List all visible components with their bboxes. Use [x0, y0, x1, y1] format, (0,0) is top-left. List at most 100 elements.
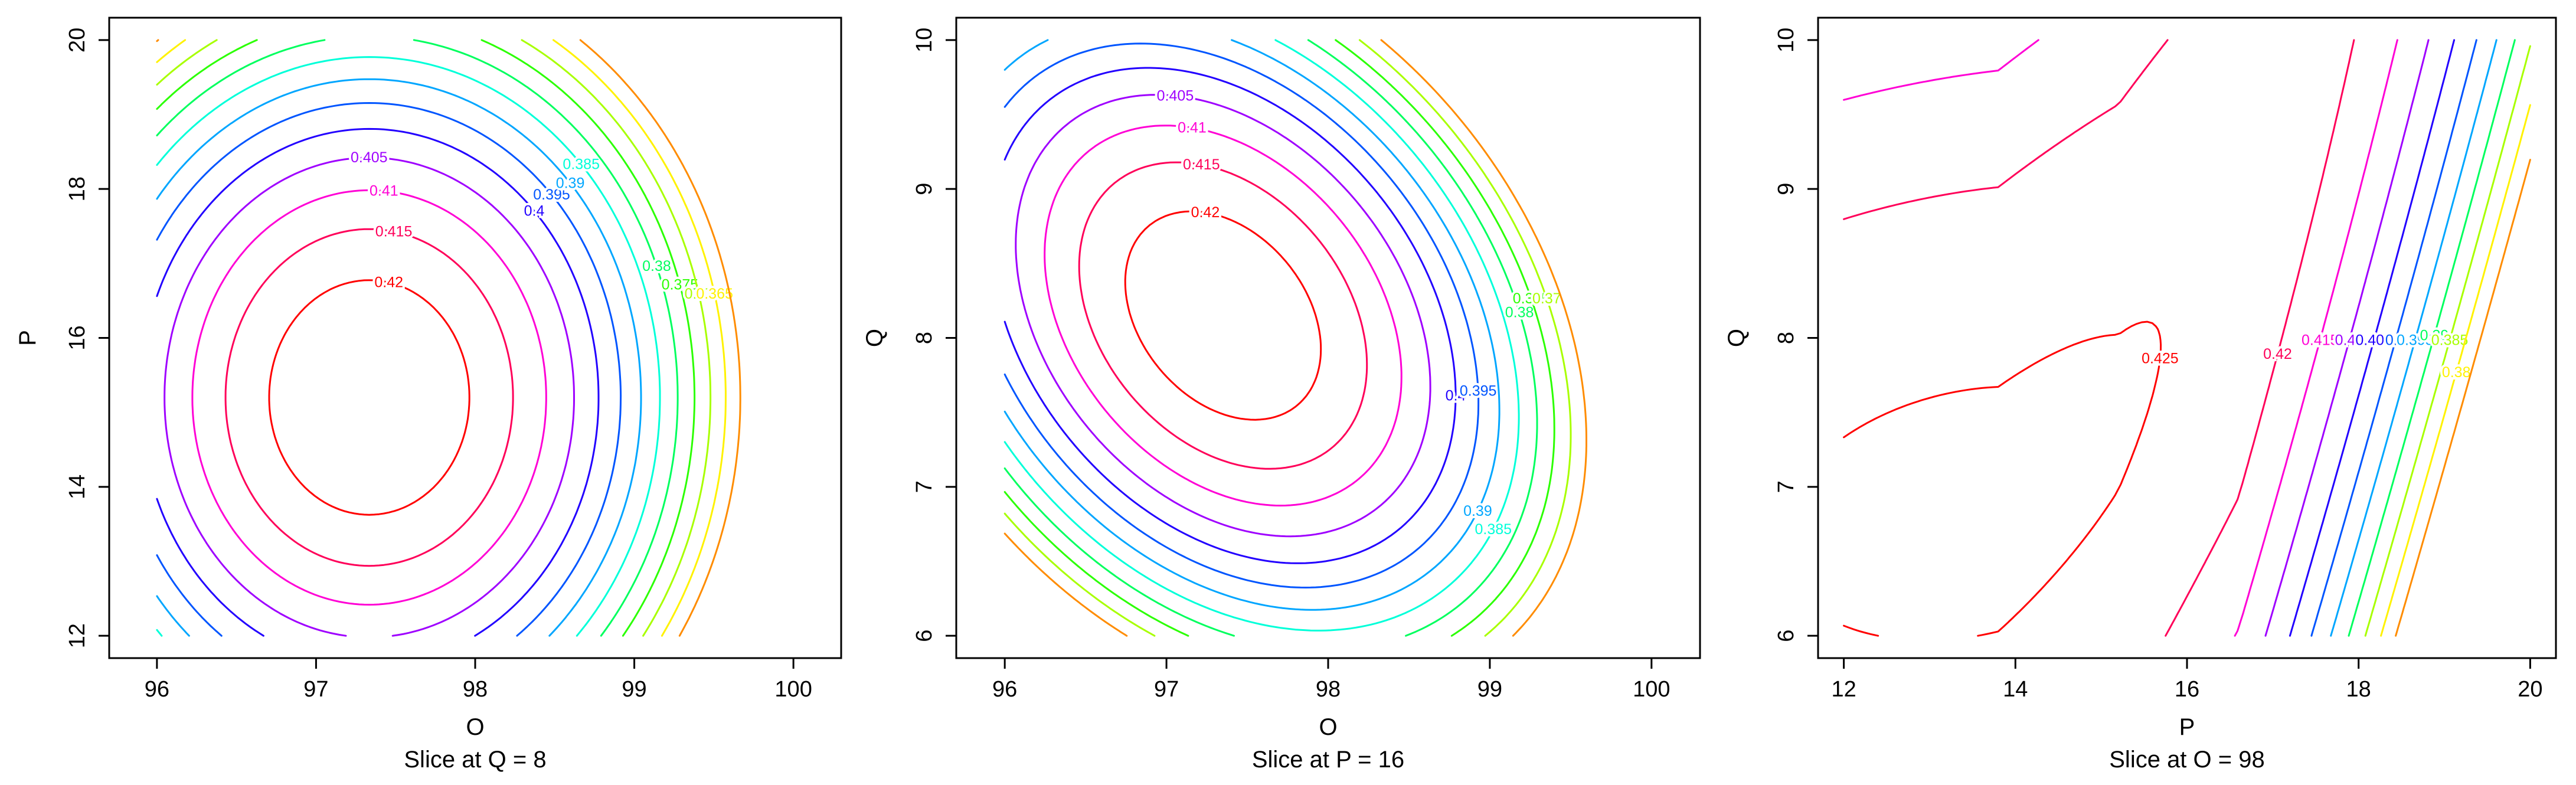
contour-line-0.385: [156, 629, 163, 637]
panel-caption: Slice at O = 98: [2109, 747, 2264, 773]
contour-label: 0.42: [2263, 346, 2292, 362]
x-axis: 96 97 98 99 100: [145, 657, 812, 702]
contour-label: 0.4: [524, 202, 545, 219]
contour-line-0.4: [1003, 67, 1457, 564]
contour-line-0.375: [1335, 39, 1555, 637]
contour-line-0.395: [156, 102, 622, 637]
x-tick-label: 14: [2003, 677, 2028, 702]
contour-line-0.375: [2395, 159, 2531, 637]
x-tick-label: 96: [145, 677, 169, 702]
contour-label: 0.385: [563, 156, 600, 173]
plot-frame: [955, 17, 1701, 659]
contour-label: 0.38: [2442, 364, 2471, 381]
y-axis-title: Q: [862, 329, 888, 347]
contour-label: 0.415: [1183, 156, 1220, 173]
contour-lines: 0.42 0.415 0.41 0.405 0.40.395 0.39 0.385 0.380…: [1003, 39, 1587, 637]
y-tick-label: 8: [912, 332, 937, 344]
contour-label: 0.415: [375, 223, 413, 240]
x-tick-label: 98: [1316, 677, 1341, 702]
x-axis-title: O: [1319, 714, 1337, 740]
contour-panel-3: 0.425 0.42 0.4150.410.4050.40.3950.390.385…: [1724, 17, 2557, 773]
contour-line-0.375: [1003, 491, 1189, 637]
contour-line-0.39: [156, 78, 642, 637]
x-tick-label: 98: [463, 677, 488, 702]
contour-line-0.37: [1003, 512, 1156, 637]
contour-label: 0.42: [374, 274, 403, 291]
contour-line-0.425: [1843, 624, 1879, 637]
x-tick-label: 100: [774, 677, 812, 702]
y-axis-title: P: [15, 330, 41, 346]
contour-line-0.365: [1003, 532, 1128, 637]
y-tick-label: 6: [1774, 630, 1799, 642]
contour-line-0.4: [156, 498, 264, 637]
y-axis: 6 7 8 9 10: [1774, 28, 1818, 642]
contour-label: 0.41: [2335, 332, 2364, 348]
contour-lines: 0.425 0.42 0.4150.410.4050.40.3950.390.385…: [1843, 39, 2531, 637]
contour-label: 0.37: [1532, 290, 1561, 307]
x-tick-label: 20: [2518, 677, 2542, 702]
contour-label: 0.38: [642, 258, 671, 274]
contour-label: 0.395: [533, 187, 570, 203]
contour-line-0.37: [521, 39, 712, 637]
contour-label: 0.37: [685, 286, 714, 302]
x-tick-label: 100: [1633, 677, 1670, 702]
y-tick-label: 9: [1774, 183, 1799, 195]
contour-line-0.42: [268, 279, 470, 516]
contour-line-0.38: [1003, 467, 1235, 637]
contour-label: 0.395: [1460, 382, 1497, 399]
contour-line-0.4: [156, 127, 600, 637]
contour-label: 0.385: [2431, 332, 2469, 348]
contour-label: 0.41: [1178, 120, 1207, 136]
contour-line-0.36: [156, 39, 159, 42]
y-tick-label: 18: [65, 176, 90, 201]
contour-label: 0.365: [696, 286, 733, 302]
contour-label: 0.405: [351, 149, 388, 166]
contour-label: 0.4: [1446, 387, 1466, 404]
y-tick-label: 7: [912, 480, 937, 493]
y-tick-label: 10: [912, 28, 937, 53]
x-tick-label: 99: [622, 677, 646, 702]
contour-line-0.405: [164, 156, 575, 637]
y-axis-title: Q: [1724, 329, 1750, 347]
y-tick-label: 14: [65, 475, 90, 499]
x-axis: 12 14 16 18 20: [1831, 657, 2543, 702]
contour-line-0.425: [1843, 320, 2162, 637]
contour-line-0.39: [1003, 39, 1049, 71]
contour-label: 0.39: [2420, 328, 2449, 344]
panel-caption: Slice at P = 16: [1252, 747, 1404, 773]
x-axis-title: O: [466, 714, 484, 740]
contour-label: 0.395: [2397, 332, 2434, 348]
contour-label: 0.4: [2385, 332, 2406, 348]
contour-line-0.39: [1003, 39, 1501, 611]
contour-line-0.385: [156, 56, 661, 637]
contour-line-0.41: [191, 189, 547, 606]
contour-line-0.415: [2234, 39, 2398, 637]
x-tick-label: 99: [1477, 677, 1502, 702]
contour-line-0.415: [1078, 161, 1368, 470]
x-tick-label: 96: [992, 677, 1017, 702]
y-axis: 6 7 8 9 10: [912, 28, 956, 642]
x-tick-label: 97: [303, 677, 328, 702]
contour-line-0.365: [553, 39, 727, 637]
x-tick-label: 18: [2346, 677, 2371, 702]
y-tick-label: 7: [1774, 480, 1799, 493]
y-tick-label: 6: [912, 630, 937, 642]
y-tick-label: 16: [65, 325, 90, 350]
x-axis: 96 97 98 99 100: [992, 657, 1671, 702]
y-axis: 12 14 16 18 20: [65, 28, 109, 648]
contour-line-0.41: [2264, 39, 2430, 637]
contour-label: 0.375: [662, 276, 699, 293]
contour-label: 0.39: [1463, 503, 1492, 519]
contour-line-0.395: [1003, 42, 1480, 588]
contour-line-0.375: [480, 39, 696, 637]
contour-line-0.38: [2380, 104, 2531, 637]
contour-label: 0.405: [2355, 332, 2392, 348]
contour-line-0.41: [1044, 125, 1403, 507]
contour-line-0.42: [1843, 39, 2169, 220]
contour-line-0.385: [2364, 45, 2531, 637]
contour-label: 0.405: [1157, 87, 1194, 104]
contour-label: 0.42: [1191, 204, 1220, 221]
contour-label: 0.425: [2142, 351, 2179, 367]
contour-line-0.415: [1843, 39, 2039, 101]
x-tick-label: 16: [2175, 677, 2199, 702]
